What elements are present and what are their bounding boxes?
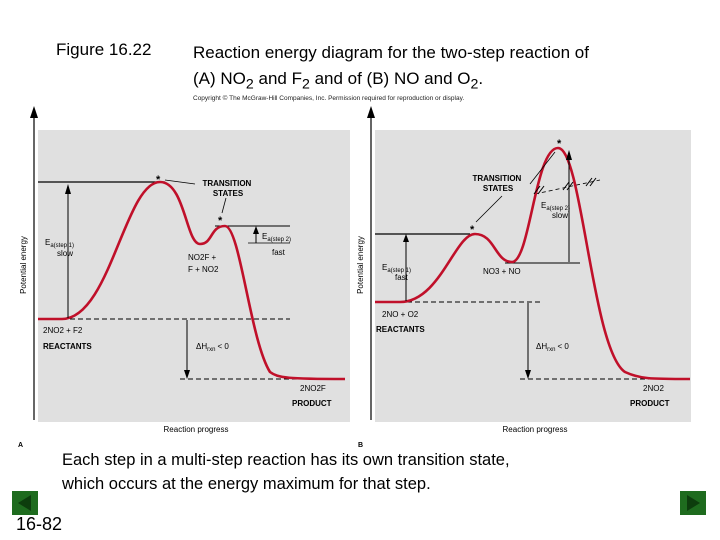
title-text: and of (B) NO and O — [309, 69, 471, 88]
panel-a-deltah-arrowhead — [184, 370, 190, 379]
prev-arrow-shape — [18, 495, 31, 511]
ea-base: E — [45, 238, 50, 247]
caption-line2: which occurs at the energy maximum for t… — [62, 475, 431, 493]
panel-a-x-axis-label: Reaction progress — [164, 425, 229, 434]
ea-base: E — [382, 263, 387, 272]
title-subscript: 2 — [245, 76, 254, 93]
ea-sub: a(step 2) — [546, 206, 570, 212]
title-text: and F — [253, 69, 302, 88]
panel-b-ts2-marker: * — [557, 138, 562, 150]
panel-a-y-axis-arrowhead — [30, 106, 38, 118]
panel-b-break-mark — [585, 177, 593, 187]
ts-label-line: STATES — [483, 184, 514, 193]
panel-b-reactants-formula: 2NO + O2 — [382, 310, 419, 319]
intermediate-line: NO2F + — [188, 253, 217, 262]
panel-b-y-axis-arrowhead — [367, 106, 375, 118]
panel-b-intermediate-label: NO3 + NO — [483, 267, 521, 276]
panel-a-ts1-marker: * — [156, 174, 161, 186]
panel-b-deltah-label: ΔHrxn < 0 — [536, 342, 569, 353]
panel-b-background — [375, 130, 691, 422]
panel-b-ea1-arrowhead — [403, 234, 409, 242]
ts-label-line: STATES — [213, 189, 244, 198]
panel-b-deltah-arrowhead — [525, 370, 531, 379]
panel-a-letter: A — [18, 442, 23, 449]
panel-b-y-axis-label: Potential energy — [356, 236, 365, 294]
ea-base: E — [541, 201, 546, 210]
panel-a-ea1-qualifier: slow — [57, 249, 73, 258]
panel-a-ea1-arrowhead — [65, 184, 71, 194]
panel-b-break-mark — [537, 185, 545, 195]
panel-b: Potential energy Reaction progress B * * — [356, 106, 691, 449]
next-arrow-icon — [680, 491, 706, 515]
figure-label: Figure 16.22 — [56, 40, 152, 59]
figure-title: Reaction energy diagram for the two-step… — [193, 40, 589, 97]
panel-b-ea1-qualifier: fast — [395, 273, 409, 282]
panel-b-transition-states-label: TRANSITION STATES — [472, 174, 523, 193]
panel-b-ts1-pointer — [475, 195, 503, 223]
panel-b-break-mark — [533, 185, 541, 195]
deltah-sub: rxn — [547, 347, 555, 353]
panel-b-break-mark — [562, 181, 570, 191]
next-slide-button[interactable] — [680, 491, 706, 515]
title-subscript: 2 — [301, 76, 310, 93]
title-subscript: 2 — [470, 76, 479, 93]
deltah-rel: < 0 — [557, 342, 569, 351]
panel-a-ts2-marker: * — [218, 215, 223, 227]
figure-title-line2: (A) NO2 and F2 and of (B) NO and O2. — [193, 66, 589, 97]
panel-a-intermediate-label: NO2F + F + NO2 — [188, 253, 219, 274]
panel-a-ts2-pointer — [221, 197, 227, 214]
caption-line1: Each step in a multi-step reaction has i… — [62, 451, 510, 469]
panel-b-energy-curve — [375, 146, 691, 381]
deltah-base: ΔH — [196, 342, 207, 351]
ea-base: E — [262, 232, 267, 241]
panel-a-reactants-label: REACTANTS — [43, 342, 92, 351]
panel-b-break-mark — [566, 181, 574, 191]
panel-b-product-formula: 2NO2 — [643, 384, 664, 393]
panel-b-ts1-marker: * — [470, 224, 475, 236]
panel-b-product-label: PRODUCT — [630, 399, 670, 408]
panel-a-energy-curve — [38, 180, 346, 381]
title-text: (A) NO — [193, 69, 246, 88]
panel-a-transition-states-label: TRANSITION STATES — [202, 179, 253, 198]
panel-a-ea2-symbol: Ea(step 2) — [262, 232, 291, 243]
copyright-notice: Copyright © The McGraw-Hill Companies, I… — [193, 95, 465, 102]
panel-b-ea2-arrowhead — [566, 150, 572, 160]
panel-a-ts1-pointer — [164, 179, 196, 185]
intermediate-line: F + NO2 — [188, 265, 219, 274]
panel-a-product-label: PRODUCT — [292, 399, 332, 408]
panel-a-deltah-label: ΔHrxn < 0 — [196, 342, 229, 353]
figure-title-line1: Reaction energy diagram for the two-step… — [193, 43, 589, 62]
panel-b-letter: B — [358, 442, 363, 449]
ts-label-line: TRANSITION — [202, 179, 251, 188]
previous-arrow-icon — [12, 491, 38, 515]
ts-label-line: TRANSITION — [472, 174, 521, 183]
panel-a-background — [38, 130, 350, 422]
ea-sub: a(step 1) — [387, 268, 411, 274]
panel-a-ea1-symbol: Ea(step 1) — [45, 238, 74, 249]
deltah-base: ΔH — [536, 342, 547, 351]
title-text: . — [478, 69, 484, 88]
previous-slide-button[interactable] — [12, 491, 38, 515]
panel-b-ea2-qualifier: slow — [552, 211, 568, 220]
panel-a-product-formula: 2NO2F — [300, 384, 326, 393]
panel-a: Potential energy Reaction progress A * *… — [18, 106, 350, 449]
ea-sub: a(step 2) — [267, 237, 291, 243]
slide-number: 16-82 — [16, 514, 63, 534]
next-arrow-shape — [687, 495, 700, 511]
deltah-sub: rxn — [207, 347, 215, 353]
panel-a-ea2-qualifier: fast — [272, 248, 286, 257]
panel-b-reactants-label: REACTANTS — [376, 325, 425, 334]
deltah-rel: < 0 — [217, 342, 229, 351]
panel-b-ts2-pointer — [529, 151, 556, 185]
panel-a-y-axis-label: Potential energy — [19, 236, 28, 294]
panel-b-x-axis-label: Reaction progress — [503, 425, 568, 434]
slide-caption: Each step in a multi-step reaction has i… — [62, 448, 662, 496]
panel-a-reactants-formula: 2NO2 + F2 — [43, 326, 83, 335]
ea-sub: a(step 1) — [50, 243, 74, 249]
panel-b-ea1-symbol: Ea(step 1) — [382, 263, 411, 274]
panel-b-break-mark — [589, 177, 597, 187]
panel-b-ea2-symbol: Ea(step 2) — [541, 201, 570, 212]
panel-a-ea2-arrowhead — [253, 226, 259, 234]
